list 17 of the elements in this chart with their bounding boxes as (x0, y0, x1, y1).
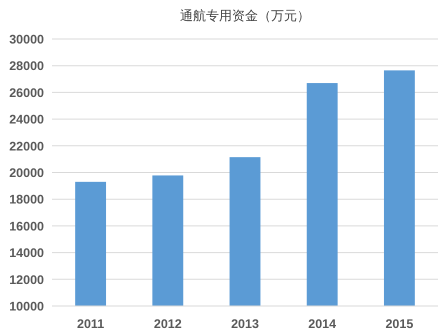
y-tick-label: 16000 (9, 219, 44, 234)
y-tick-label: 12000 (9, 272, 44, 287)
y-tick-label: 22000 (9, 139, 44, 154)
y-tick-label: 28000 (9, 59, 44, 74)
y-tick-label: 18000 (9, 192, 44, 207)
x-tick-label: 2012 (154, 317, 182, 331)
x-tick-label: 2015 (385, 317, 414, 331)
y-tick-label: 30000 (9, 32, 44, 46)
x-tick-label: 2013 (231, 317, 259, 331)
x-tick-label: 2014 (308, 317, 336, 331)
chart-title: 通航专用资金（万元） (180, 8, 310, 23)
y-tick-label: 20000 (9, 166, 44, 180)
x-tick-label: 2011 (77, 317, 104, 331)
y-tick-label: 14000 (9, 246, 44, 260)
y-tick-label: 10000 (9, 300, 44, 314)
y-tick-label: 26000 (9, 86, 44, 100)
y-tick-label: 24000 (9, 112, 44, 127)
